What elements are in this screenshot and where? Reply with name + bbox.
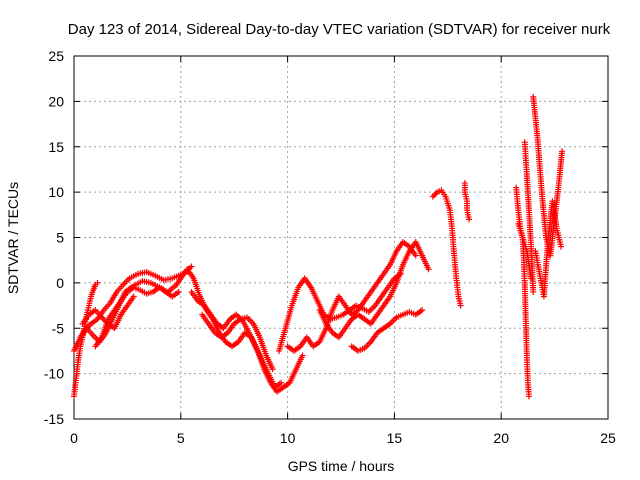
data-point	[528, 275, 535, 282]
y-tick-label: 15	[48, 139, 64, 155]
y-tick-label: 25	[48, 48, 64, 64]
y-tick-label: 5	[56, 230, 64, 246]
data-point	[412, 252, 419, 259]
series-arc-12	[348, 307, 426, 354]
series-arc-17	[530, 93, 566, 259]
data-point	[457, 302, 464, 309]
data-point	[466, 216, 473, 223]
data-point	[130, 293, 137, 300]
x-tick-label: 20	[493, 430, 509, 446]
series-arc-19	[515, 220, 535, 282]
y-tick-label: -10	[44, 366, 64, 382]
data-point	[188, 263, 195, 270]
data-point	[419, 307, 426, 314]
data-point	[525, 393, 532, 400]
y-tick-label: 10	[48, 184, 64, 200]
data-point	[269, 366, 276, 373]
series-arc-8	[199, 311, 276, 373]
axis-ticks: 0 5 10 15 20 25 -15 -10 -5 0 5 10 15 20 25	[44, 48, 616, 446]
y-tick-label: 0	[56, 275, 64, 291]
y-tick-label: -5	[52, 320, 65, 336]
series-arc-4	[92, 284, 182, 350]
data-point	[425, 266, 432, 273]
data-point	[559, 148, 566, 155]
x-tick-label: 25	[600, 430, 616, 446]
series-arc-11	[316, 239, 432, 341]
data-point	[175, 288, 182, 295]
data-point	[530, 288, 537, 295]
x-tick-label: 5	[177, 430, 185, 446]
data-point	[94, 279, 101, 286]
series-arc-7	[188, 288, 285, 391]
y-axis-label: SDTVAR / TECUs	[5, 182, 21, 294]
series-arc-10	[284, 239, 419, 354]
data-point	[558, 243, 565, 250]
series-arc-5	[79, 293, 137, 332]
y-tick-label: 20	[48, 93, 64, 109]
series-arc-2	[71, 268, 191, 354]
x-tick-label: 10	[280, 430, 296, 446]
x-tick-label: 15	[387, 430, 403, 446]
x-axis-label: GPS time / hours	[288, 458, 395, 474]
data-point	[278, 379, 285, 386]
chart-title: Day 123 of 2014, Sidereal Day-to-day VTE…	[68, 21, 611, 38]
series-arc-13	[429, 187, 464, 309]
series-arc-14	[461, 180, 473, 223]
grid-lines	[74, 56, 608, 419]
data-marks	[71, 93, 566, 400]
x-tick-label: 0	[70, 430, 78, 446]
y-tick-label: -15	[44, 411, 64, 427]
data-point	[299, 352, 306, 359]
series-arc-18	[532, 198, 565, 300]
